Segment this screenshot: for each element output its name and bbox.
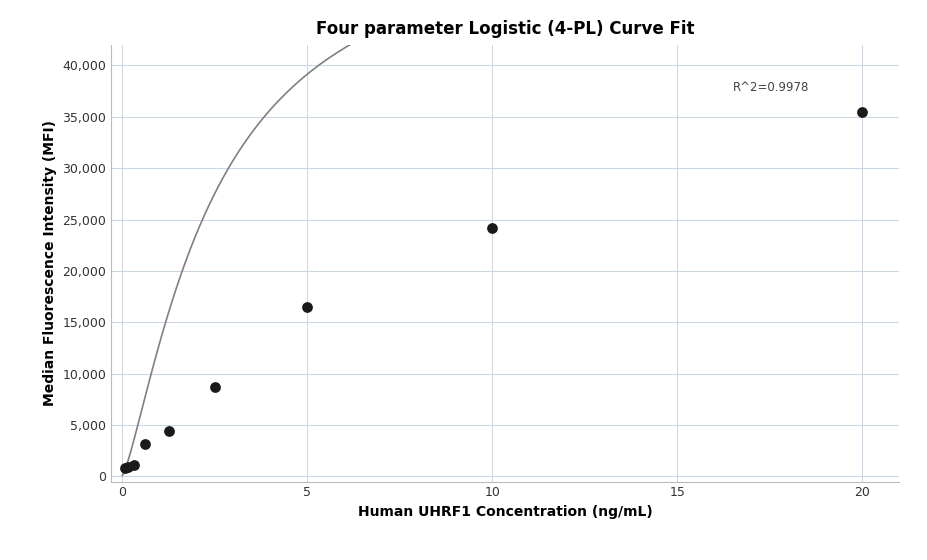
Point [138,439,153,448]
Point [855,107,870,116]
Point [300,302,315,311]
Point [126,461,141,470]
Text: R^2=0.9978: R^2=0.9978 [732,81,809,94]
Point [118,464,133,473]
Point [161,427,176,436]
Point [208,382,222,391]
Title: Four parameter Logistic (4-PL) Curve Fit: Four parameter Logistic (4-PL) Curve Fit [316,20,694,38]
Point [121,463,135,472]
X-axis label: Human UHRF1 Concentration (ng/mL): Human UHRF1 Concentration (ng/mL) [358,505,653,519]
Y-axis label: Median Fluorescence Intensity (MFI): Median Fluorescence Intensity (MFI) [43,120,57,406]
Point [485,223,500,232]
